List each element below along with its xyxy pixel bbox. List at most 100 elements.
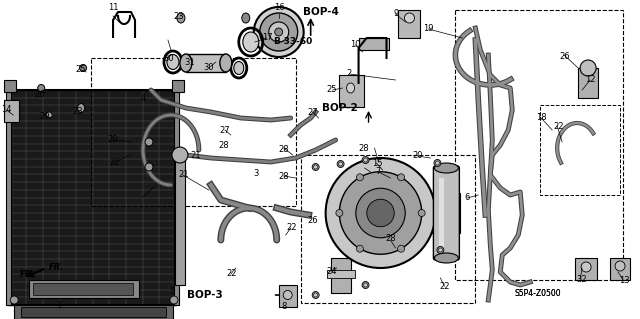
Text: S5P4-Z0500: S5P4-Z0500 — [515, 288, 561, 298]
Bar — [175, 155, 185, 285]
Text: 11: 11 — [108, 4, 118, 12]
Bar — [29, 280, 139, 298]
Bar — [21, 307, 166, 317]
Bar — [456, 10, 623, 280]
Text: 28: 28 — [278, 172, 289, 181]
Text: BOP-4: BOP-4 — [303, 7, 339, 17]
Ellipse shape — [46, 112, 52, 118]
Ellipse shape — [356, 174, 364, 181]
Ellipse shape — [397, 174, 404, 181]
Bar — [440, 178, 444, 248]
Text: 28: 28 — [359, 144, 369, 153]
Ellipse shape — [356, 188, 405, 238]
Text: 20: 20 — [108, 135, 118, 144]
Text: 22: 22 — [226, 269, 236, 278]
Text: 13: 13 — [619, 276, 629, 285]
Bar — [91, 58, 296, 206]
Bar — [301, 155, 476, 303]
Text: 31: 31 — [184, 58, 195, 67]
Text: 27: 27 — [220, 126, 230, 135]
Ellipse shape — [284, 291, 292, 300]
Ellipse shape — [356, 245, 364, 252]
Ellipse shape — [145, 138, 153, 146]
Text: 6: 6 — [465, 193, 470, 202]
Text: 28: 28 — [278, 145, 289, 154]
Text: 16: 16 — [274, 3, 284, 11]
Bar — [9, 90, 176, 305]
Ellipse shape — [79, 64, 86, 71]
Text: 22: 22 — [109, 158, 120, 167]
Ellipse shape — [418, 210, 425, 217]
Bar — [4, 80, 16, 92]
Ellipse shape — [404, 13, 415, 23]
Text: 28: 28 — [385, 234, 396, 243]
Text: 5: 5 — [169, 287, 175, 296]
Text: 26: 26 — [308, 216, 318, 225]
Ellipse shape — [254, 7, 303, 57]
Bar — [186, 54, 226, 72]
Bar — [610, 258, 630, 280]
Text: 32: 32 — [576, 275, 586, 284]
Bar — [279, 285, 297, 307]
Ellipse shape — [336, 210, 343, 217]
Text: S5P4-Z0500: S5P4-Z0500 — [515, 289, 561, 298]
Bar — [575, 258, 597, 280]
Ellipse shape — [77, 103, 84, 113]
Ellipse shape — [435, 253, 458, 263]
Text: 12: 12 — [585, 75, 595, 84]
Bar — [331, 258, 351, 293]
Bar — [399, 10, 420, 38]
Ellipse shape — [10, 296, 19, 304]
Ellipse shape — [580, 60, 596, 76]
Bar — [33, 283, 133, 295]
Text: 29: 29 — [40, 112, 50, 121]
Bar — [431, 193, 460, 233]
Text: 28: 28 — [218, 141, 229, 150]
Ellipse shape — [312, 292, 319, 299]
Text: 7: 7 — [376, 167, 381, 176]
Ellipse shape — [435, 161, 440, 165]
Bar — [172, 80, 184, 92]
Ellipse shape — [364, 158, 367, 162]
Text: 26: 26 — [559, 52, 570, 61]
Ellipse shape — [364, 283, 367, 287]
Ellipse shape — [339, 172, 422, 254]
Ellipse shape — [581, 262, 591, 272]
Text: 9: 9 — [394, 9, 399, 18]
Text: 24: 24 — [327, 267, 337, 276]
Text: 2: 2 — [347, 69, 352, 78]
Ellipse shape — [367, 199, 394, 227]
Ellipse shape — [339, 162, 342, 166]
Bar — [339, 75, 364, 107]
Ellipse shape — [435, 163, 458, 173]
Text: 22: 22 — [553, 122, 563, 130]
Ellipse shape — [362, 281, 369, 288]
Text: BOP-3: BOP-3 — [186, 290, 222, 300]
Bar — [6, 90, 12, 305]
Ellipse shape — [397, 245, 404, 252]
Ellipse shape — [362, 157, 369, 164]
Ellipse shape — [180, 54, 192, 72]
Text: 17: 17 — [262, 33, 273, 42]
Ellipse shape — [172, 147, 188, 163]
Ellipse shape — [347, 83, 355, 93]
Text: FR.: FR. — [19, 270, 35, 279]
Bar — [326, 270, 355, 278]
Ellipse shape — [145, 163, 153, 171]
Ellipse shape — [177, 13, 185, 23]
Ellipse shape — [243, 32, 259, 52]
Ellipse shape — [314, 293, 317, 297]
Text: 21: 21 — [178, 170, 189, 179]
Text: 1: 1 — [56, 301, 61, 310]
Text: 25: 25 — [327, 85, 337, 94]
Text: B-33-60: B-33-60 — [273, 37, 312, 46]
Text: 18: 18 — [536, 113, 547, 122]
Text: 25: 25 — [76, 65, 86, 74]
Ellipse shape — [260, 13, 298, 51]
Bar — [358, 38, 388, 50]
Text: 15: 15 — [372, 159, 382, 168]
Ellipse shape — [242, 13, 250, 23]
Ellipse shape — [269, 22, 289, 42]
Bar — [4, 100, 19, 122]
Text: 10: 10 — [351, 40, 361, 49]
